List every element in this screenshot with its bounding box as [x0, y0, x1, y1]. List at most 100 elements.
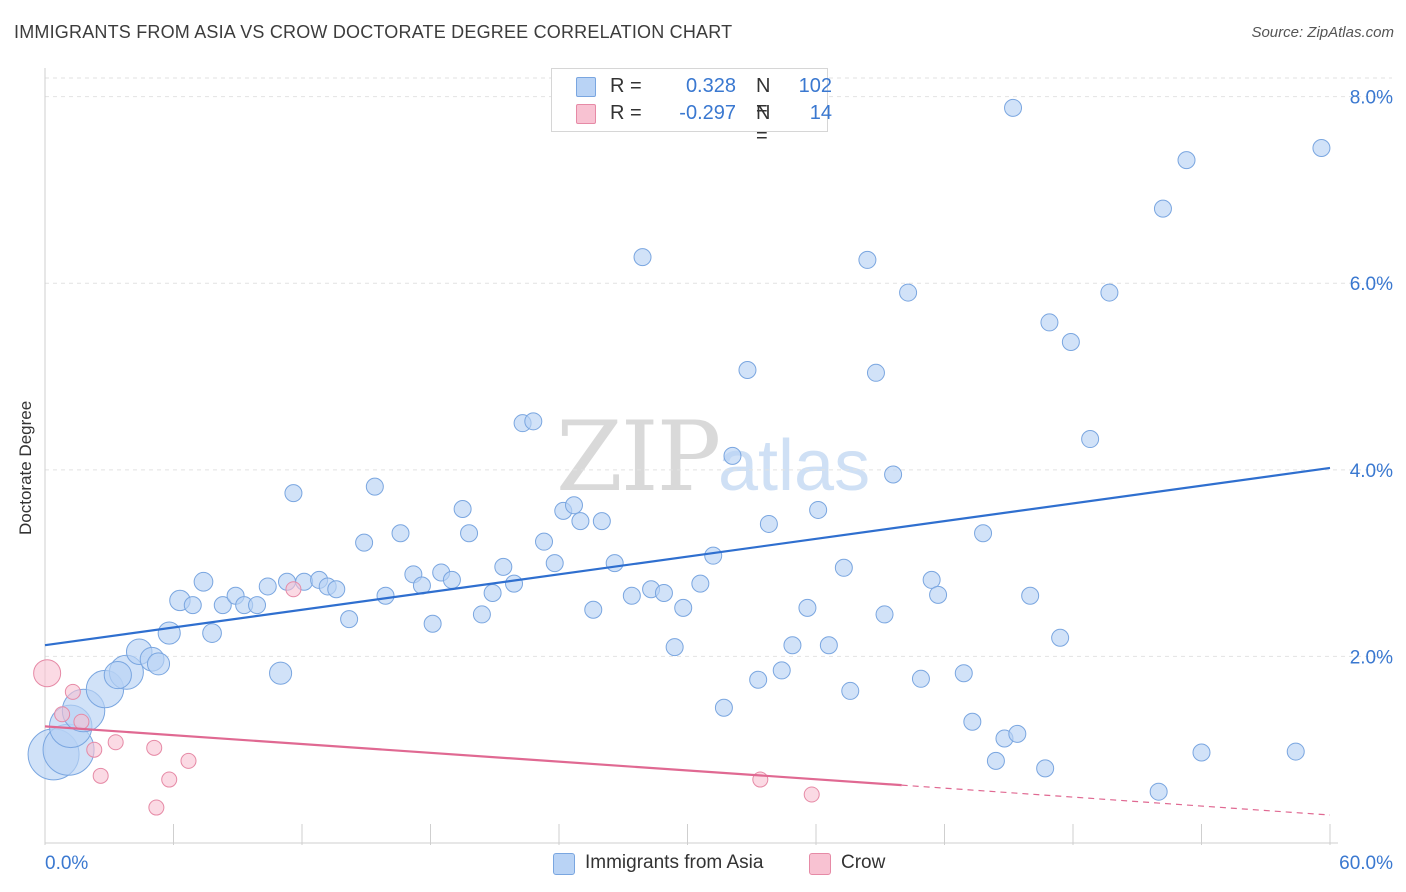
asia-point [183, 596, 202, 615]
crow-point [161, 771, 178, 788]
asia-point [834, 558, 853, 577]
asia-point [269, 661, 293, 685]
legend-r-value-asia: 0.328 [685, 75, 736, 97]
x-tick-label-max: 60.0% [1339, 853, 1393, 874]
asia-point [391, 524, 410, 543]
asia-point [584, 600, 603, 619]
asia-point [1286, 742, 1305, 761]
asia-point [592, 512, 611, 531]
asia-point [875, 605, 894, 624]
asia-point [340, 610, 359, 629]
asia-point [535, 532, 554, 551]
asia-point [899, 283, 918, 302]
asia-point [633, 248, 652, 267]
crow-point [73, 713, 90, 730]
legend-n-value-asia: 102 [798, 75, 832, 97]
crow-point [803, 786, 820, 803]
asia-point [248, 596, 267, 615]
legend-r-label: R = [610, 75, 642, 97]
asia-point [1153, 199, 1172, 218]
legend-label-crow: Crow [841, 852, 886, 873]
asia-point [1036, 759, 1055, 778]
asia-point [954, 664, 973, 683]
asia-point [783, 636, 802, 655]
legend-swatch-crow [809, 853, 831, 875]
crow-point [86, 741, 103, 758]
asia-point [1021, 586, 1040, 605]
asia-point [157, 621, 181, 645]
y-axis-label: Doctorate Degree [16, 400, 35, 535]
legend-n-label: N = [756, 102, 771, 147]
y-tick-label: 8.0% [1350, 88, 1393, 109]
asia-point [355, 533, 374, 552]
watermark-atlas: atlas [718, 426, 870, 506]
crow-point [33, 659, 62, 688]
asia-point [714, 698, 733, 717]
crow-point [107, 734, 124, 751]
asia-point [841, 681, 860, 700]
asia-point [1008, 724, 1027, 743]
asia-point [453, 500, 472, 519]
crow-point [180, 752, 197, 769]
asia-point [674, 598, 693, 617]
asia-point [460, 524, 479, 543]
asia-point [809, 500, 828, 519]
asia-point [911, 669, 930, 688]
legend-r-value-crow: -0.297 [679, 102, 736, 124]
source-credit: Source: ZipAtlas.com [1251, 24, 1394, 41]
asia-point [483, 583, 502, 602]
asia-point [1004, 98, 1023, 117]
asia-point [193, 571, 214, 592]
asia-point [524, 412, 543, 431]
crow-point [148, 799, 165, 816]
asia-point [1051, 628, 1070, 647]
asia-point [691, 574, 710, 593]
watermark-zip: ZIP [556, 401, 719, 513]
asia-point [866, 363, 885, 382]
legend-r-label: R = [610, 102, 642, 124]
asia-point [545, 554, 564, 573]
crow-point [146, 739, 163, 756]
asia-point [819, 636, 838, 655]
legend-n-label: N = [756, 75, 771, 120]
asia-point [1149, 782, 1168, 801]
asia-point [1061, 333, 1080, 352]
asia-trend-line [44, 466, 1331, 647]
asia-point [1081, 430, 1100, 449]
asia-point [564, 496, 583, 515]
asia-point [146, 652, 171, 676]
chart-title: IMMIGRANTS FROM ASIA VS CROW DOCTORATE D… [14, 22, 733, 42]
asia-point [622, 586, 641, 605]
asia-point [749, 670, 768, 689]
asia-point [1177, 151, 1196, 170]
asia-point [922, 570, 941, 589]
asia-point [327, 580, 346, 599]
asia-point [759, 514, 778, 533]
asia-point [858, 250, 877, 269]
crow-trend-extension [901, 784, 1331, 816]
asia-point [284, 484, 303, 503]
asia-point [605, 554, 624, 573]
y-tick-label: 6.0% [1350, 274, 1393, 295]
y-tick-label: 2.0% [1350, 647, 1393, 668]
legend-label-asia: Immigrants from Asia [585, 852, 764, 873]
asia-point [665, 638, 684, 657]
asia-point [571, 512, 590, 531]
asia-point [974, 524, 993, 543]
asia-point [929, 585, 948, 604]
correlation-legend: R = 0.328 N = 102 R = -0.297 N = 14 [551, 68, 832, 147]
asia-point [365, 477, 384, 496]
asia-point [494, 557, 513, 576]
legend-swatch-crow [576, 104, 596, 124]
legend-swatch-asia [553, 853, 575, 875]
asia-point [1040, 313, 1059, 332]
crow-point [285, 581, 302, 598]
asia-point [723, 446, 742, 465]
crow-point [64, 683, 81, 700]
asia-point [1192, 743, 1211, 762]
asia-point [213, 596, 232, 615]
legend-n-value-crow: 14 [809, 102, 832, 124]
crow-point [92, 767, 109, 784]
asia-point [738, 361, 757, 380]
